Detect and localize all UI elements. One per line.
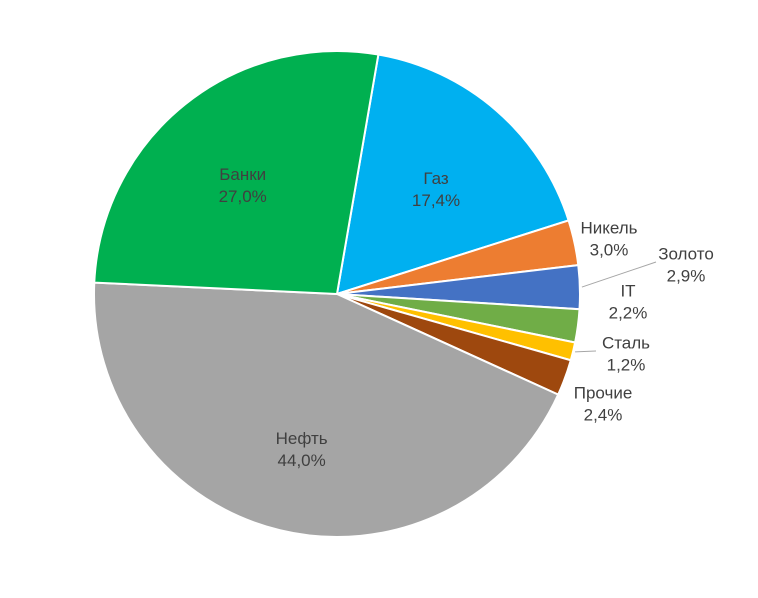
slice-label: Банки (219, 165, 266, 184)
pie-slice (93, 281, 560, 538)
pie-slice (335, 53, 570, 296)
slice-value-label: 44,0% (278, 451, 326, 470)
slice-value-label: 27,0% (219, 187, 267, 206)
slice-value-label: 2,2% (609, 303, 648, 322)
slice-value-label: 1,2% (607, 355, 646, 374)
slice-label: IT (620, 281, 635, 300)
slice-value-label: 2,9% (667, 266, 706, 285)
leader-line (575, 350, 597, 353)
slice-value-label: 17,4% (412, 191, 460, 210)
slice-value-label: 2,4% (584, 405, 623, 424)
slice-label: Сталь (602, 333, 650, 352)
slice-label: Газ (423, 169, 449, 188)
slice-label: Прочие (574, 383, 633, 402)
slice-label: Нефть (276, 429, 328, 448)
slice-label: Никель (580, 218, 637, 237)
leader-line (581, 261, 657, 288)
slice-value-label: 3,0% (590, 240, 629, 259)
pie-slice (93, 50, 380, 296)
slice-label: Золото (658, 244, 714, 263)
